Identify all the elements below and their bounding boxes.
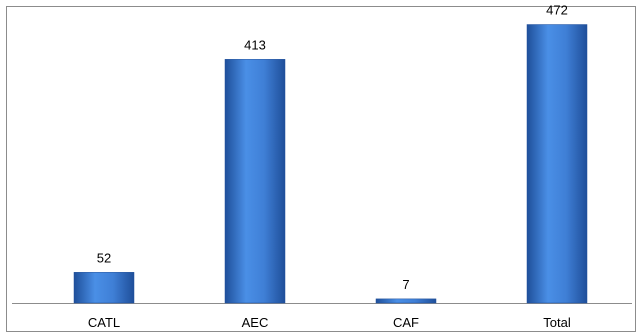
- x-tick-label-total: Total: [543, 315, 571, 330]
- data-label-catl: 52: [97, 250, 111, 265]
- x-tick-label-aec: AEC: [242, 315, 269, 330]
- bar-caf: [375, 298, 437, 304]
- data-label-caf: 7: [402, 277, 409, 292]
- x-tick-label-caf: CAF: [393, 315, 419, 330]
- data-label-aec: 413: [244, 37, 266, 52]
- bar-catl: [73, 272, 135, 304]
- bar-aec: [224, 59, 286, 304]
- data-label-total: 472: [546, 3, 568, 18]
- bar-total: [526, 24, 588, 304]
- x-tick-label-catl: CATL: [88, 315, 120, 330]
